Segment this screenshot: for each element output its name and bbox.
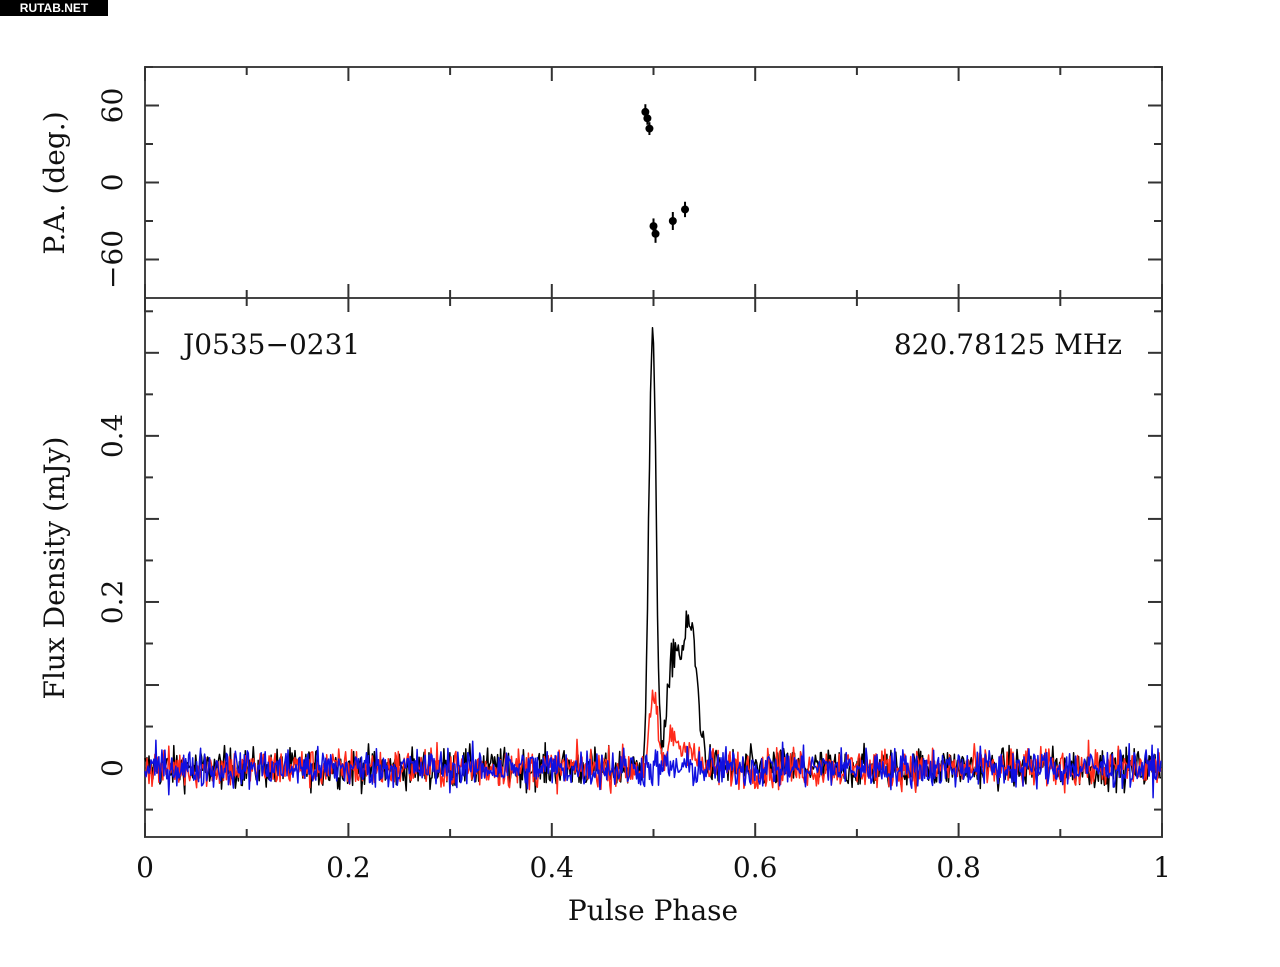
pa-frame: [144, 66, 1163, 299]
pulsar-name: J0535−0231: [180, 328, 360, 361]
flux-tick-label: 0.4: [96, 414, 129, 459]
x-tick-label: 0.2: [326, 851, 371, 884]
frequency-label: 820.78125 MHz: [894, 328, 1122, 361]
pa-point: [643, 114, 652, 123]
x-tick-label: 0.6: [733, 851, 778, 884]
pa-point: [651, 229, 660, 238]
pa-tick-label: 0: [96, 174, 129, 192]
x-tick-label: 0.4: [530, 851, 575, 884]
flux-tick-label: 0: [96, 759, 129, 777]
pa-ylabel: P.A. (deg.): [38, 111, 71, 254]
pa-point: [645, 124, 654, 133]
pa-tick-label: −60: [96, 230, 129, 289]
x-axis-label: Pulse Phase: [568, 894, 738, 927]
profile-circular-polarization: [144, 739, 1162, 799]
watermark: RUTAB.NET: [0, 0, 108, 16]
flux-ylabel: Flux Density (mJy): [38, 437, 71, 700]
x-tick-label: 0: [136, 851, 154, 884]
pa-point: [668, 217, 677, 225]
pa-point: [681, 205, 690, 214]
pa-panel: −60 0 60: [96, 66, 1163, 299]
x-tick-label: 0.8: [936, 851, 981, 884]
x-tick-label: 1: [1153, 851, 1171, 884]
profile-total-intensity: [144, 327, 1161, 795]
flux-tick-label: 0.2: [96, 580, 129, 625]
flux-panel: 0 0.2 0.4 0.6 0.8 1 0 0.2 0.4: [96, 67, 1171, 884]
pa-tick-label: 60: [96, 88, 129, 124]
